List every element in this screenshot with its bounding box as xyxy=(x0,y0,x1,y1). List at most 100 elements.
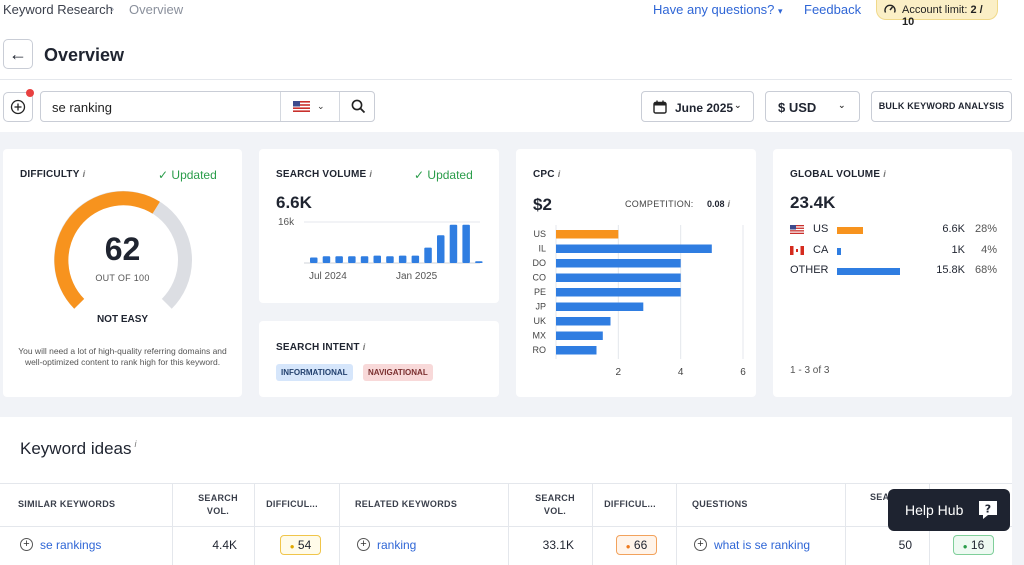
question-keyword-link[interactable]: what is se ranking xyxy=(714,538,811,552)
global-volume-row: CA 1K 4% xyxy=(773,244,1012,260)
global-volume-value: 23.4K xyxy=(790,193,836,212)
dot-icon: ● xyxy=(625,542,631,551)
volume-bar[interactable] xyxy=(449,224,458,263)
difficulty-card: DIFFICULTY i ✓ Updated 62 OUT OF 100 NOT … xyxy=(3,149,242,397)
volume-bar[interactable] xyxy=(475,261,483,263)
date-value: June 2025 xyxy=(675,101,734,115)
volume-bar[interactable] xyxy=(373,255,382,263)
col-search-vol[interactable]: SEARCH VOL. xyxy=(535,493,575,516)
updated-status: ✓ Updated xyxy=(414,168,473,182)
caret-down-icon: ▾ xyxy=(778,6,783,16)
col-similar-keywords[interactable]: SIMILAR KEYWORDS xyxy=(18,499,116,509)
add-keyword-icon[interactable]: + xyxy=(357,538,370,551)
volume-bar[interactable] xyxy=(437,235,445,263)
cpc-bar[interactable] xyxy=(556,273,681,283)
cpc-country-label: PE xyxy=(534,287,546,297)
col-search-vol[interactable]: SEA xyxy=(870,492,890,502)
cpc-bar[interactable] xyxy=(556,230,619,239)
add-keyword-button[interactable] xyxy=(3,92,33,122)
cpc-xtick: 2 xyxy=(616,367,622,378)
divider xyxy=(0,483,1012,484)
cpc-bar[interactable] xyxy=(556,288,681,297)
divider xyxy=(0,79,1012,80)
volume-bar[interactable] xyxy=(310,257,318,264)
info-icon[interactable]: i xyxy=(727,199,731,209)
difficulty-label: NOT EASY xyxy=(96,314,149,325)
check-icon: ✓ xyxy=(158,168,169,182)
info-icon[interactable]: i xyxy=(82,169,86,179)
cpc-bar[interactable] xyxy=(556,317,611,326)
volume-bar[interactable] xyxy=(348,256,356,263)
col-difficulty[interactable]: DIFFICUL... xyxy=(604,499,656,509)
country-share: 68% xyxy=(974,264,997,276)
volume-bar[interactable] xyxy=(398,255,407,263)
us-flag-icon[interactable] xyxy=(293,101,310,112)
col-questions[interactable]: QUESTIONS xyxy=(692,499,748,509)
back-button[interactable]: ← xyxy=(3,39,33,69)
help-hub-button[interactable]: Help Hub ? xyxy=(888,489,1010,531)
volume-share-bar xyxy=(837,247,841,255)
search-volume-value: 6.6K xyxy=(276,193,312,212)
cpc-title: CPC i xyxy=(533,169,561,180)
info-icon[interactable]: i xyxy=(557,169,561,179)
cpc-bar[interactable] xyxy=(556,302,644,312)
cpc-bar[interactable] xyxy=(556,331,603,341)
similar-keyword-link[interactable]: se rankings xyxy=(40,538,102,552)
cpc-bar[interactable] xyxy=(556,259,681,268)
col-search-vol[interactable]: SEARCH VOL. xyxy=(198,493,238,516)
related-keyword-link[interactable]: ranking xyxy=(377,538,417,552)
chevron-down-icon: ⌄ xyxy=(734,100,742,110)
info-icon[interactable]: i xyxy=(362,342,366,352)
volume-bar[interactable] xyxy=(360,256,369,263)
currency-select[interactable]: $ USD ⌄ xyxy=(765,91,860,122)
difficulty-badge: ● 66 xyxy=(616,535,657,555)
volume-bar[interactable] xyxy=(462,224,470,263)
difficulty-gauge xyxy=(54,191,192,309)
svg-text:?: ? xyxy=(985,503,991,516)
breadcrumb-root[interactable]: Keyword Research xyxy=(3,2,113,17)
country-label: OTHER xyxy=(790,264,829,276)
country-label: US xyxy=(813,223,829,235)
account-limit-badge[interactable]: Account limit: 2 / 10 xyxy=(876,0,998,28)
volume-bar[interactable] xyxy=(322,256,331,263)
volume-bar[interactable] xyxy=(335,256,343,263)
search-volume-chart xyxy=(304,221,483,264)
intent-tag-informational: INFORMATIONAL xyxy=(276,364,353,381)
bulk-keyword-analysis-button[interactable]: BULK KEYWORD ANALYSIS xyxy=(871,91,1012,122)
volume-bar[interactable] xyxy=(411,255,420,263)
cpc-bar[interactable] xyxy=(556,346,597,355)
date-select[interactable]: June 2025 ⌄ xyxy=(641,91,754,122)
question-keyword-volume: 50 xyxy=(898,538,912,552)
volume-xtick: Jan 2025 xyxy=(396,271,438,282)
volume-bar[interactable] xyxy=(424,247,432,263)
cpc-bar[interactable] xyxy=(556,244,712,254)
keyword-ideas-section: Keyword ideas i SIMILAR KEYWORDS SEARCH V… xyxy=(0,417,1012,565)
info-icon[interactable]: i xyxy=(134,439,137,449)
feedback-link[interactable]: Feedback xyxy=(804,2,862,17)
info-icon[interactable]: i xyxy=(369,169,373,179)
cpc-country-label: CO xyxy=(533,273,547,283)
cpc-country-label: UK xyxy=(533,316,546,326)
global-volume-title: GLOBAL VOLUME i xyxy=(790,169,886,180)
cpc-country-label: MX xyxy=(533,331,547,341)
info-icon[interactable]: i xyxy=(883,169,886,179)
search-volume-title: SEARCH VOLUME i xyxy=(276,169,373,180)
cpc-xtick: 4 xyxy=(678,367,684,378)
divider xyxy=(172,483,173,565)
questions-link[interactable]: Have any questions? ▾ xyxy=(653,2,783,17)
keyword-search-field[interactable]: se ranking ⌄ xyxy=(40,91,375,122)
add-keyword-icon[interactable]: + xyxy=(694,538,707,551)
global-volume-row: US 6.6K 28% xyxy=(773,223,1012,239)
country-label: CA xyxy=(813,243,829,256)
add-keyword-icon[interactable]: + xyxy=(20,538,33,551)
col-difficulty[interactable]: DIFFICUL... xyxy=(266,499,318,509)
volume-bar[interactable] xyxy=(386,256,394,263)
search-button[interactable] xyxy=(341,92,375,121)
chevron-right-icon: › xyxy=(110,1,115,16)
difficulty-score: 62 xyxy=(104,231,141,267)
us-flag-icon xyxy=(790,225,804,237)
search-input[interactable]: se ranking xyxy=(52,100,112,115)
notification-dot xyxy=(26,89,34,97)
chevron-down-icon[interactable]: ⌄ xyxy=(317,101,325,111)
col-related-keywords[interactable]: RELATED KEYWORDS xyxy=(355,499,458,509)
